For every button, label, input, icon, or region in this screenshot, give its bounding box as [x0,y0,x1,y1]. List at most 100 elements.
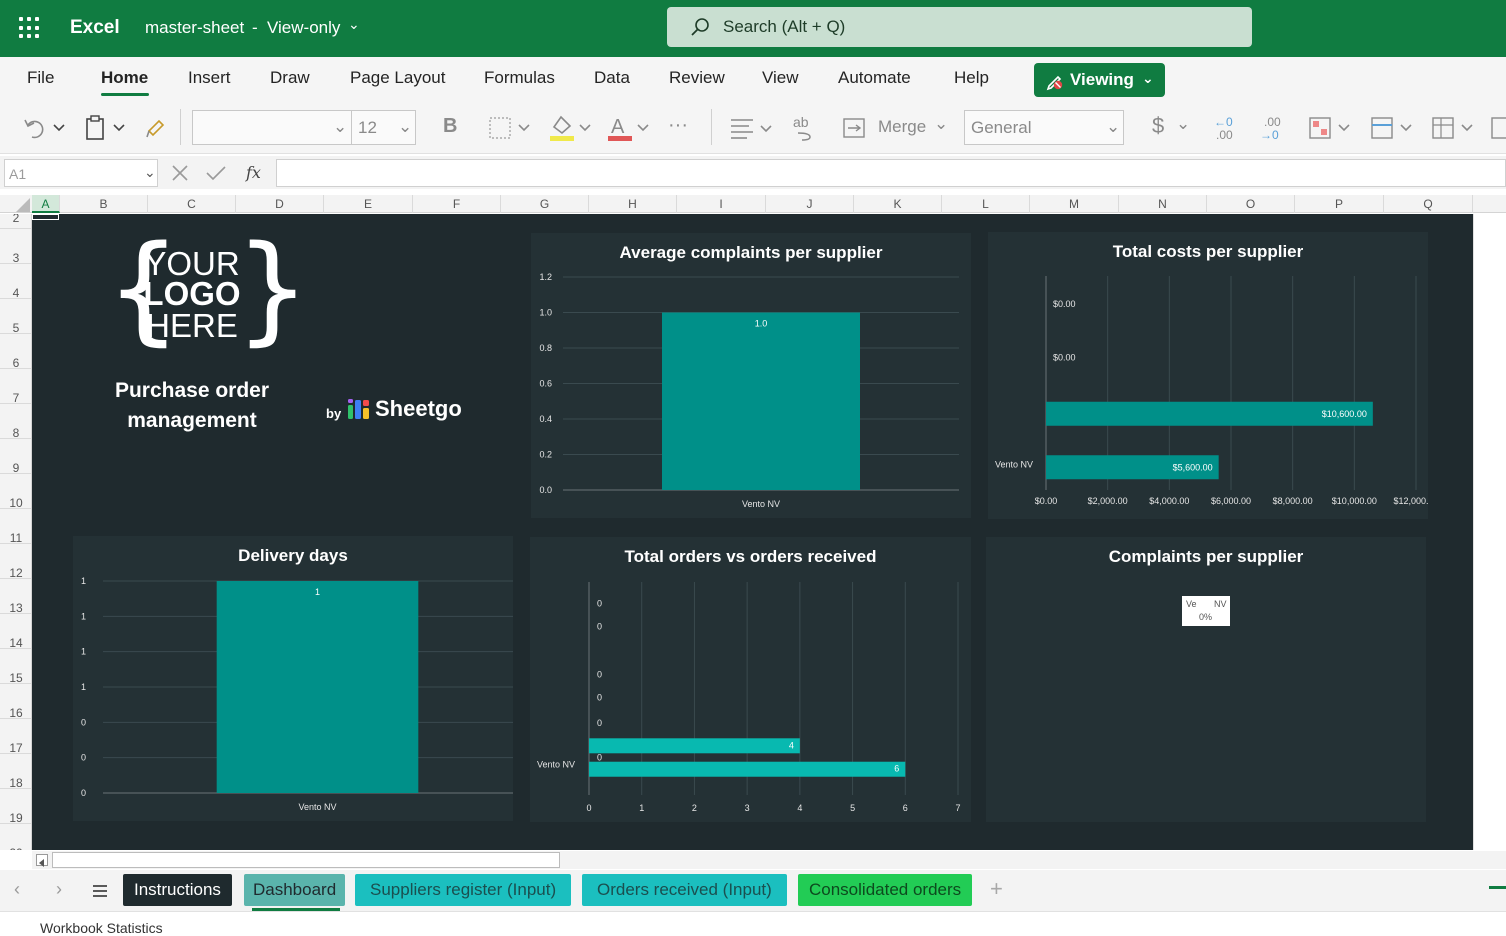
menu-review[interactable]: Review [669,68,725,87]
row-header[interactable]: 16 [0,684,31,720]
column-header-k[interactable]: K [854,195,942,213]
chart-delivery-days[interactable]: Delivery days 0 0 0 1 1 1 1 1 Vento NV [73,536,513,821]
row-header[interactable]: 19 [0,789,31,825]
row-header[interactable]: 11 [0,509,31,545]
row-header[interactable]: 2 [0,214,31,229]
format-as-table-icon[interactable] [1370,115,1418,141]
column-header-b[interactable]: B [60,195,148,213]
sheet-tab-consolidated-orders[interactable]: Consolidated orders [798,874,973,906]
all-sheets-menu-icon[interactable] [91,883,109,899]
row-header[interactable]: 5 [0,299,31,335]
column-header-q[interactable]: Q [1384,195,1473,213]
menu-home[interactable]: Home [101,68,149,87]
select-all-corner[interactable] [0,195,32,213]
row-header[interactable]: 4 [0,264,31,300]
align-icon[interactable] [729,115,775,141]
chart-orders-vs-received[interactable]: Total orders vs orders received 0 1 2 3 4 5 6 7… [530,537,971,822]
menu-view[interactable]: View [762,68,799,87]
row-header[interactable]: 9 [0,439,31,475]
next-sheet-icon[interactable]: › [56,879,62,899]
chart-complaints-per-supplier[interactable]: Complaints per supplier Ve NV 0% [986,537,1426,822]
column-header-d[interactable]: D [236,195,324,213]
currency-format-button[interactable]: $ [1152,113,1165,138]
column-header-a[interactable]: A [32,195,60,213]
dashboard-sheet[interactable]: { } YOUR LOGO HERE Purchase order manage… [32,214,1473,850]
menu-formulas[interactable]: Formulas [484,68,555,87]
row-header[interactable]: 15 [0,649,31,685]
bold-button[interactable]: B [443,115,458,137]
sheet-tab-orders-received[interactable]: Orders received (Input) [582,874,787,906]
conditional-formatting-icon[interactable] [1308,115,1356,141]
menu-page-layout[interactable]: Page Layout [350,68,446,87]
document-mode[interactable]: View-only [267,18,341,37]
name-box[interactable]: A1 ⌄ [4,159,158,187]
insert-cells-icon[interactable] [1490,115,1506,141]
font-color-icon[interactable]: A [606,113,654,143]
menu-draw[interactable]: Draw [270,68,310,87]
search-box[interactable]: Search (Alt + Q) [667,7,1252,47]
row-header[interactable]: 13 [0,579,31,615]
previous-sheet-icon[interactable]: ‹ [14,879,20,899]
column-header-f[interactable]: F [413,195,501,213]
app-launcher-icon[interactable] [19,17,41,39]
merge-icon[interactable] [842,116,866,140]
column-header-c[interactable]: C [148,195,236,213]
menu-data[interactable]: Data [594,68,630,87]
column-header-p[interactable]: P [1295,195,1384,213]
format-painter-icon[interactable] [145,115,169,141]
chart-total-costs[interactable]: Total costs per supplier $0.00 $2,000.00 $… [988,232,1428,519]
chart-avg-complaints[interactable]: Average complaints per supplier 0.0 0.2 0.… [531,233,971,518]
column-header-n[interactable]: N [1119,195,1207,213]
cancel-icon[interactable] [170,164,190,182]
row-header[interactable]: 20 [0,824,31,850]
horizontal-scrollbar[interactable] [32,851,1506,869]
formula-input[interactable] [276,159,1506,187]
column-header-g[interactable]: G [501,195,589,213]
chevron-down-icon[interactable]: ⌄ [348,16,360,32]
document-name[interactable]: master-sheet [145,18,245,37]
row-header[interactable]: 7 [0,369,31,405]
sheet-tab-dashboard[interactable]: Dashboard [244,874,346,906]
wrap-text-icon[interactable]: ab [792,113,818,143]
borders-icon[interactable] [488,115,536,141]
menu-help[interactable]: Help [954,68,989,87]
font-size-dropdown[interactable]: 12 ⌄ [351,110,416,145]
chevron-down-icon[interactable]: ⌄ [934,114,949,133]
number-format-dropdown[interactable]: General ⌄ [964,110,1124,145]
undo-icon[interactable] [22,115,68,141]
merge-label[interactable]: Merge [878,117,927,136]
column-header-o[interactable]: O [1207,195,1295,213]
row-header[interactable]: 17 [0,719,31,755]
column-header-i[interactable]: I [677,195,766,213]
scrollbar-thumb[interactable] [52,852,560,868]
workbook-statistics[interactable]: Workbook Statistics [40,920,163,936]
search-placeholder[interactable]: Search (Alt + Q) [723,17,846,36]
app-name[interactable]: Excel [70,17,120,38]
row-header[interactable]: 18 [0,754,31,790]
menu-automate[interactable]: Automate [838,68,911,87]
increase-decimal-icon[interactable]: ←0 .00 [1210,113,1238,143]
insert-function-button[interactable]: fx [246,163,261,182]
decrease-decimal-icon[interactable]: .00 →0 [1258,113,1286,143]
scroll-left-arrow-icon[interactable] [36,854,48,867]
viewing-mode-button[interactable]: Viewing ⌄ [1034,63,1165,97]
menu-insert[interactable]: Insert [188,68,231,87]
column-header-m[interactable]: M [1030,195,1119,213]
menu-file[interactable]: File [27,68,55,87]
sheet-tab-instructions[interactable]: Instructions [123,874,232,906]
add-sheet-button[interactable]: + [990,876,1003,901]
row-header[interactable]: 14 [0,614,31,650]
paste-icon[interactable] [84,114,130,142]
cell-styles-icon[interactable] [1431,115,1479,141]
column-header-h[interactable]: H [589,195,677,213]
more-options-icon[interactable]: ··· [668,114,688,136]
column-header-e[interactable]: E [324,195,413,213]
column-header-j[interactable]: J [766,195,854,213]
sheet-tab-suppliers-register[interactable]: Suppliers register (Input) [355,874,572,906]
row-header[interactable]: 10 [0,474,31,510]
active-cell-a1[interactable] [32,214,59,220]
column-header-l[interactable]: L [942,195,1030,213]
row-header[interactable]: 6 [0,334,31,370]
font-name-dropdown[interactable]: ⌄ [192,110,352,145]
enter-check-icon[interactable] [205,164,227,182]
